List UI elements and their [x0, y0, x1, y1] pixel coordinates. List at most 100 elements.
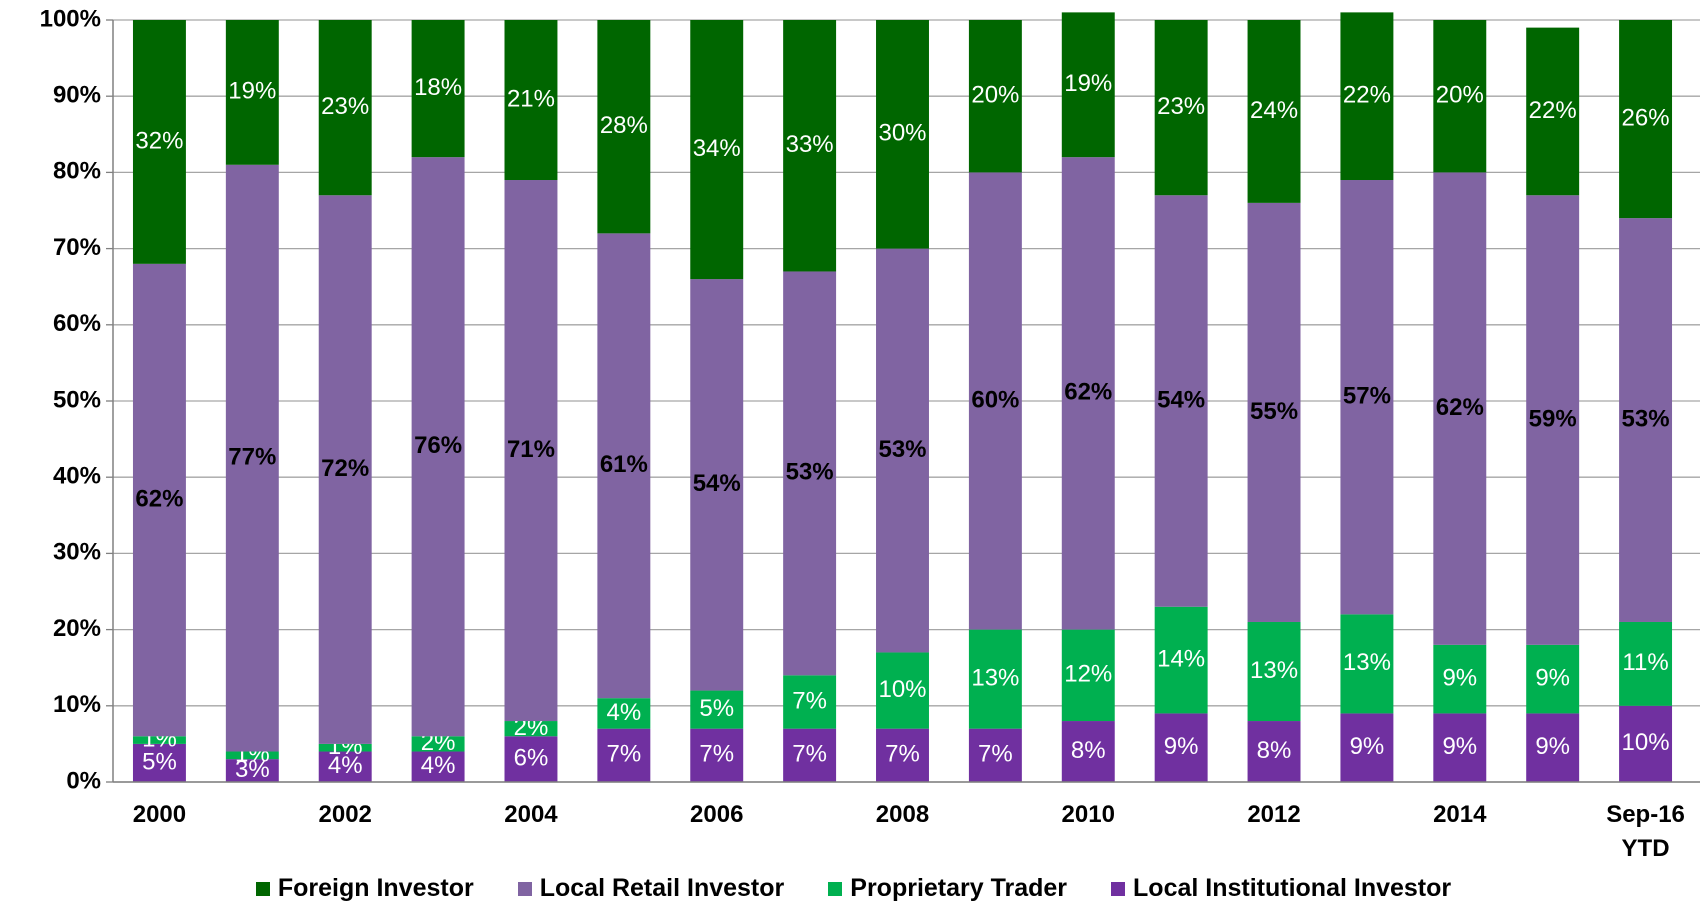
data-label: 53%: [878, 436, 926, 463]
data-label: 7%: [792, 741, 827, 768]
data-label: 21%: [507, 85, 555, 112]
data-label: 7%: [699, 741, 734, 768]
y-tick-label: 20%: [53, 615, 101, 642]
bar-segment: [1433, 713, 1487, 782]
data-label: 26%: [1622, 104, 1670, 131]
data-label: 23%: [321, 93, 369, 120]
bar-segment: [225, 164, 279, 752]
data-label: 5%: [699, 695, 734, 722]
bar-segment: [690, 728, 744, 782]
data-label: 32%: [135, 127, 183, 154]
legend-item: Local Retail Investor: [517, 874, 784, 903]
data-label: 10%: [1622, 729, 1670, 756]
bar-segment: [1526, 195, 1580, 645]
bar-segment: [597, 20, 651, 234]
data-label: 23%: [1157, 93, 1205, 120]
bar-segment: [318, 743, 372, 752]
data-label: 8%: [1257, 737, 1292, 764]
data-label: 54%: [1157, 386, 1205, 413]
data-label: 7%: [885, 741, 920, 768]
data-label: 20%: [971, 82, 1019, 109]
x-tick-label: 2010: [1061, 801, 1115, 828]
bar-segment: [1154, 713, 1208, 782]
bar-segment: [1247, 621, 1301, 722]
bar-segment: [1619, 705, 1673, 782]
bar-segment: [876, 20, 929, 249]
bar-segment: [690, 20, 744, 280]
data-label: 4%: [421, 752, 456, 779]
bar-segment: [876, 248, 929, 653]
x-tick-label: 2006: [690, 801, 744, 828]
legend-swatch: [255, 881, 270, 896]
bar-segment: [1340, 12, 1394, 181]
data-label: 3%: [235, 756, 270, 783]
bar-segment: [504, 736, 558, 782]
y-tick-label: 50%: [53, 386, 101, 413]
data-label: 77%: [228, 443, 276, 470]
legend-swatch: [1111, 881, 1126, 896]
bar-segment: [1340, 713, 1394, 782]
bar-segment: [783, 675, 837, 729]
bar-segment: [968, 629, 1022, 729]
bar-segment: [968, 728, 1022, 782]
plot: 0%10%20%30%40%50%60%70%80%90%100%5%1%62%…: [40, 5, 1700, 794]
bar-segment: [504, 180, 558, 722]
data-label: 5%: [142, 748, 177, 775]
bar-segment: [783, 728, 837, 782]
bar-segment: [411, 157, 465, 737]
y-tick-label: 40%: [53, 463, 101, 490]
bar-segment: [1061, 12, 1115, 158]
data-label: 14%: [1157, 645, 1205, 672]
data-label: 8%: [1071, 737, 1106, 764]
data-label: 9%: [1164, 733, 1199, 760]
bar-segment: [1526, 713, 1580, 782]
bar-segment: [1061, 157, 1115, 630]
data-label: 72%: [321, 455, 369, 482]
bar-segment: [225, 20, 279, 165]
data-label: 76%: [414, 432, 462, 459]
data-label: 11%: [1622, 649, 1668, 676]
bar-segment: [504, 721, 558, 737]
bar-segment: [411, 751, 465, 782]
bar-segment: [1619, 621, 1673, 706]
bar-segment: [504, 20, 558, 181]
data-label: 13%: [1343, 649, 1391, 676]
legend-swatch: [828, 881, 843, 896]
bar-segment: [968, 172, 1022, 630]
data-label: 13%: [971, 664, 1019, 691]
bar-segment: [411, 736, 465, 752]
x-tick-label: Sep-16 YTD: [1606, 801, 1685, 862]
bar-segment: [1247, 20, 1301, 203]
data-label: 7%: [607, 741, 642, 768]
data-label: 4%: [607, 699, 642, 726]
bar-segment: [318, 751, 372, 782]
y-tick-label: 70%: [53, 234, 101, 261]
bar-segment: [597, 728, 651, 782]
bar-segment: [1526, 27, 1580, 196]
bar-segment: [132, 736, 186, 744]
data-label: 9%: [1350, 733, 1385, 760]
data-label: 9%: [1442, 664, 1477, 691]
data-label: 62%: [135, 485, 183, 512]
bar-segment: [1154, 606, 1208, 714]
data-label: 13%: [1250, 657, 1298, 684]
y-tick-label: 90%: [53, 82, 101, 109]
bar-segment: [597, 233, 651, 699]
legend-item: Local Institutional Investor: [1111, 874, 1451, 903]
legend-swatch: [517, 881, 532, 896]
legend-item: Proprietary Trader: [828, 874, 1067, 903]
data-label: 10%: [878, 676, 926, 703]
bar-segment: [1061, 629, 1115, 722]
data-label: 59%: [1529, 405, 1577, 432]
data-label: 71%: [507, 436, 555, 463]
x-tick-label: 2012: [1247, 801, 1301, 828]
bar-segment: [1433, 172, 1487, 645]
bar-segment: [783, 20, 837, 272]
y-tick-label: 100%: [40, 5, 101, 32]
x-tick-label: 2002: [318, 801, 372, 828]
y-tick-label: 0%: [66, 767, 101, 794]
data-label: 62%: [1436, 394, 1484, 421]
data-label: 61%: [600, 451, 648, 478]
legend-label: Proprietary Trader: [850, 874, 1068, 902]
